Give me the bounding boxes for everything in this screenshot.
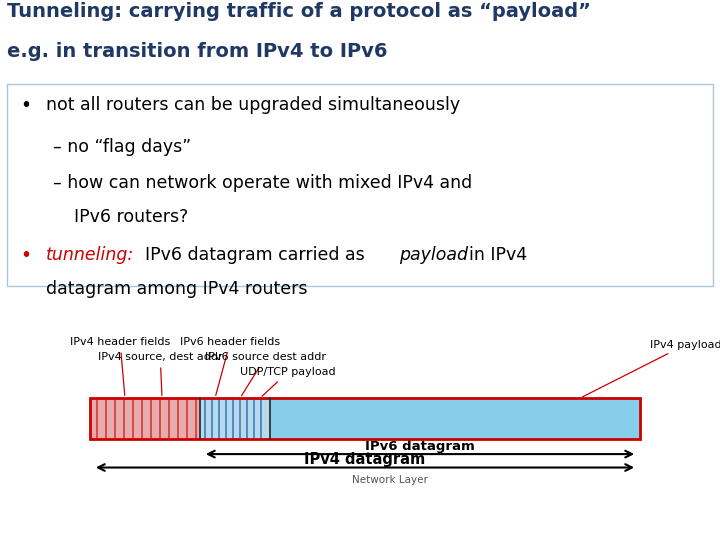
- Text: •: •: [20, 96, 31, 115]
- Text: IPv6 routers?: IPv6 routers?: [74, 208, 189, 226]
- Text: e.g. in transition from IPv4 to IPv6: e.g. in transition from IPv4 to IPv6: [7, 42, 387, 61]
- Bar: [90, 398, 640, 439]
- Text: 40: 40: [686, 516, 706, 530]
- Text: tunneling:: tunneling:: [46, 246, 134, 264]
- Bar: [270, 398, 640, 439]
- Text: Network Layer: Network Layer: [352, 475, 428, 485]
- Text: IPv4 payload: IPv4 payload: [582, 340, 720, 397]
- Text: not all routers can be upgraded simultaneously: not all routers can be upgraded simultan…: [46, 96, 460, 114]
- Text: – no “flag days”: – no “flag days”: [53, 138, 192, 157]
- Bar: [200, 398, 270, 439]
- Text: UDP/TCP payload: UDP/TCP payload: [240, 367, 336, 396]
- Text: IPv4 datagram: IPv4 datagram: [305, 452, 426, 467]
- Text: Tunneling: carrying traffic of a protocol as “payload”: Tunneling: carrying traffic of a protoco…: [7, 2, 591, 21]
- Bar: [90, 398, 200, 439]
- Text: payload: payload: [399, 246, 468, 264]
- Text: IPv6 source dest addr: IPv6 source dest addr: [205, 352, 326, 396]
- Text: •: •: [20, 246, 31, 265]
- Text: IPv4 header fields: IPv4 header fields: [70, 338, 170, 395]
- Text: IPv6 header fields: IPv6 header fields: [180, 338, 280, 395]
- Text: IPv4 source, dest addr: IPv4 source, dest addr: [98, 352, 222, 395]
- Text: IPv6 datagram carried as: IPv6 datagram carried as: [145, 246, 364, 264]
- Text: IPv6 datagram: IPv6 datagram: [365, 440, 475, 454]
- Text: Marina Papatriantafilou –  Multimedia networking A  & NW Engineering: Marina Papatriantafilou – Multimedia net…: [7, 516, 506, 530]
- Text: – how can network operate with mixed IPv4 and: – how can network operate with mixed IPv…: [53, 174, 472, 192]
- Text: in IPv4: in IPv4: [469, 246, 528, 264]
- Text: datagram among IPv4 routers: datagram among IPv4 routers: [46, 280, 307, 298]
